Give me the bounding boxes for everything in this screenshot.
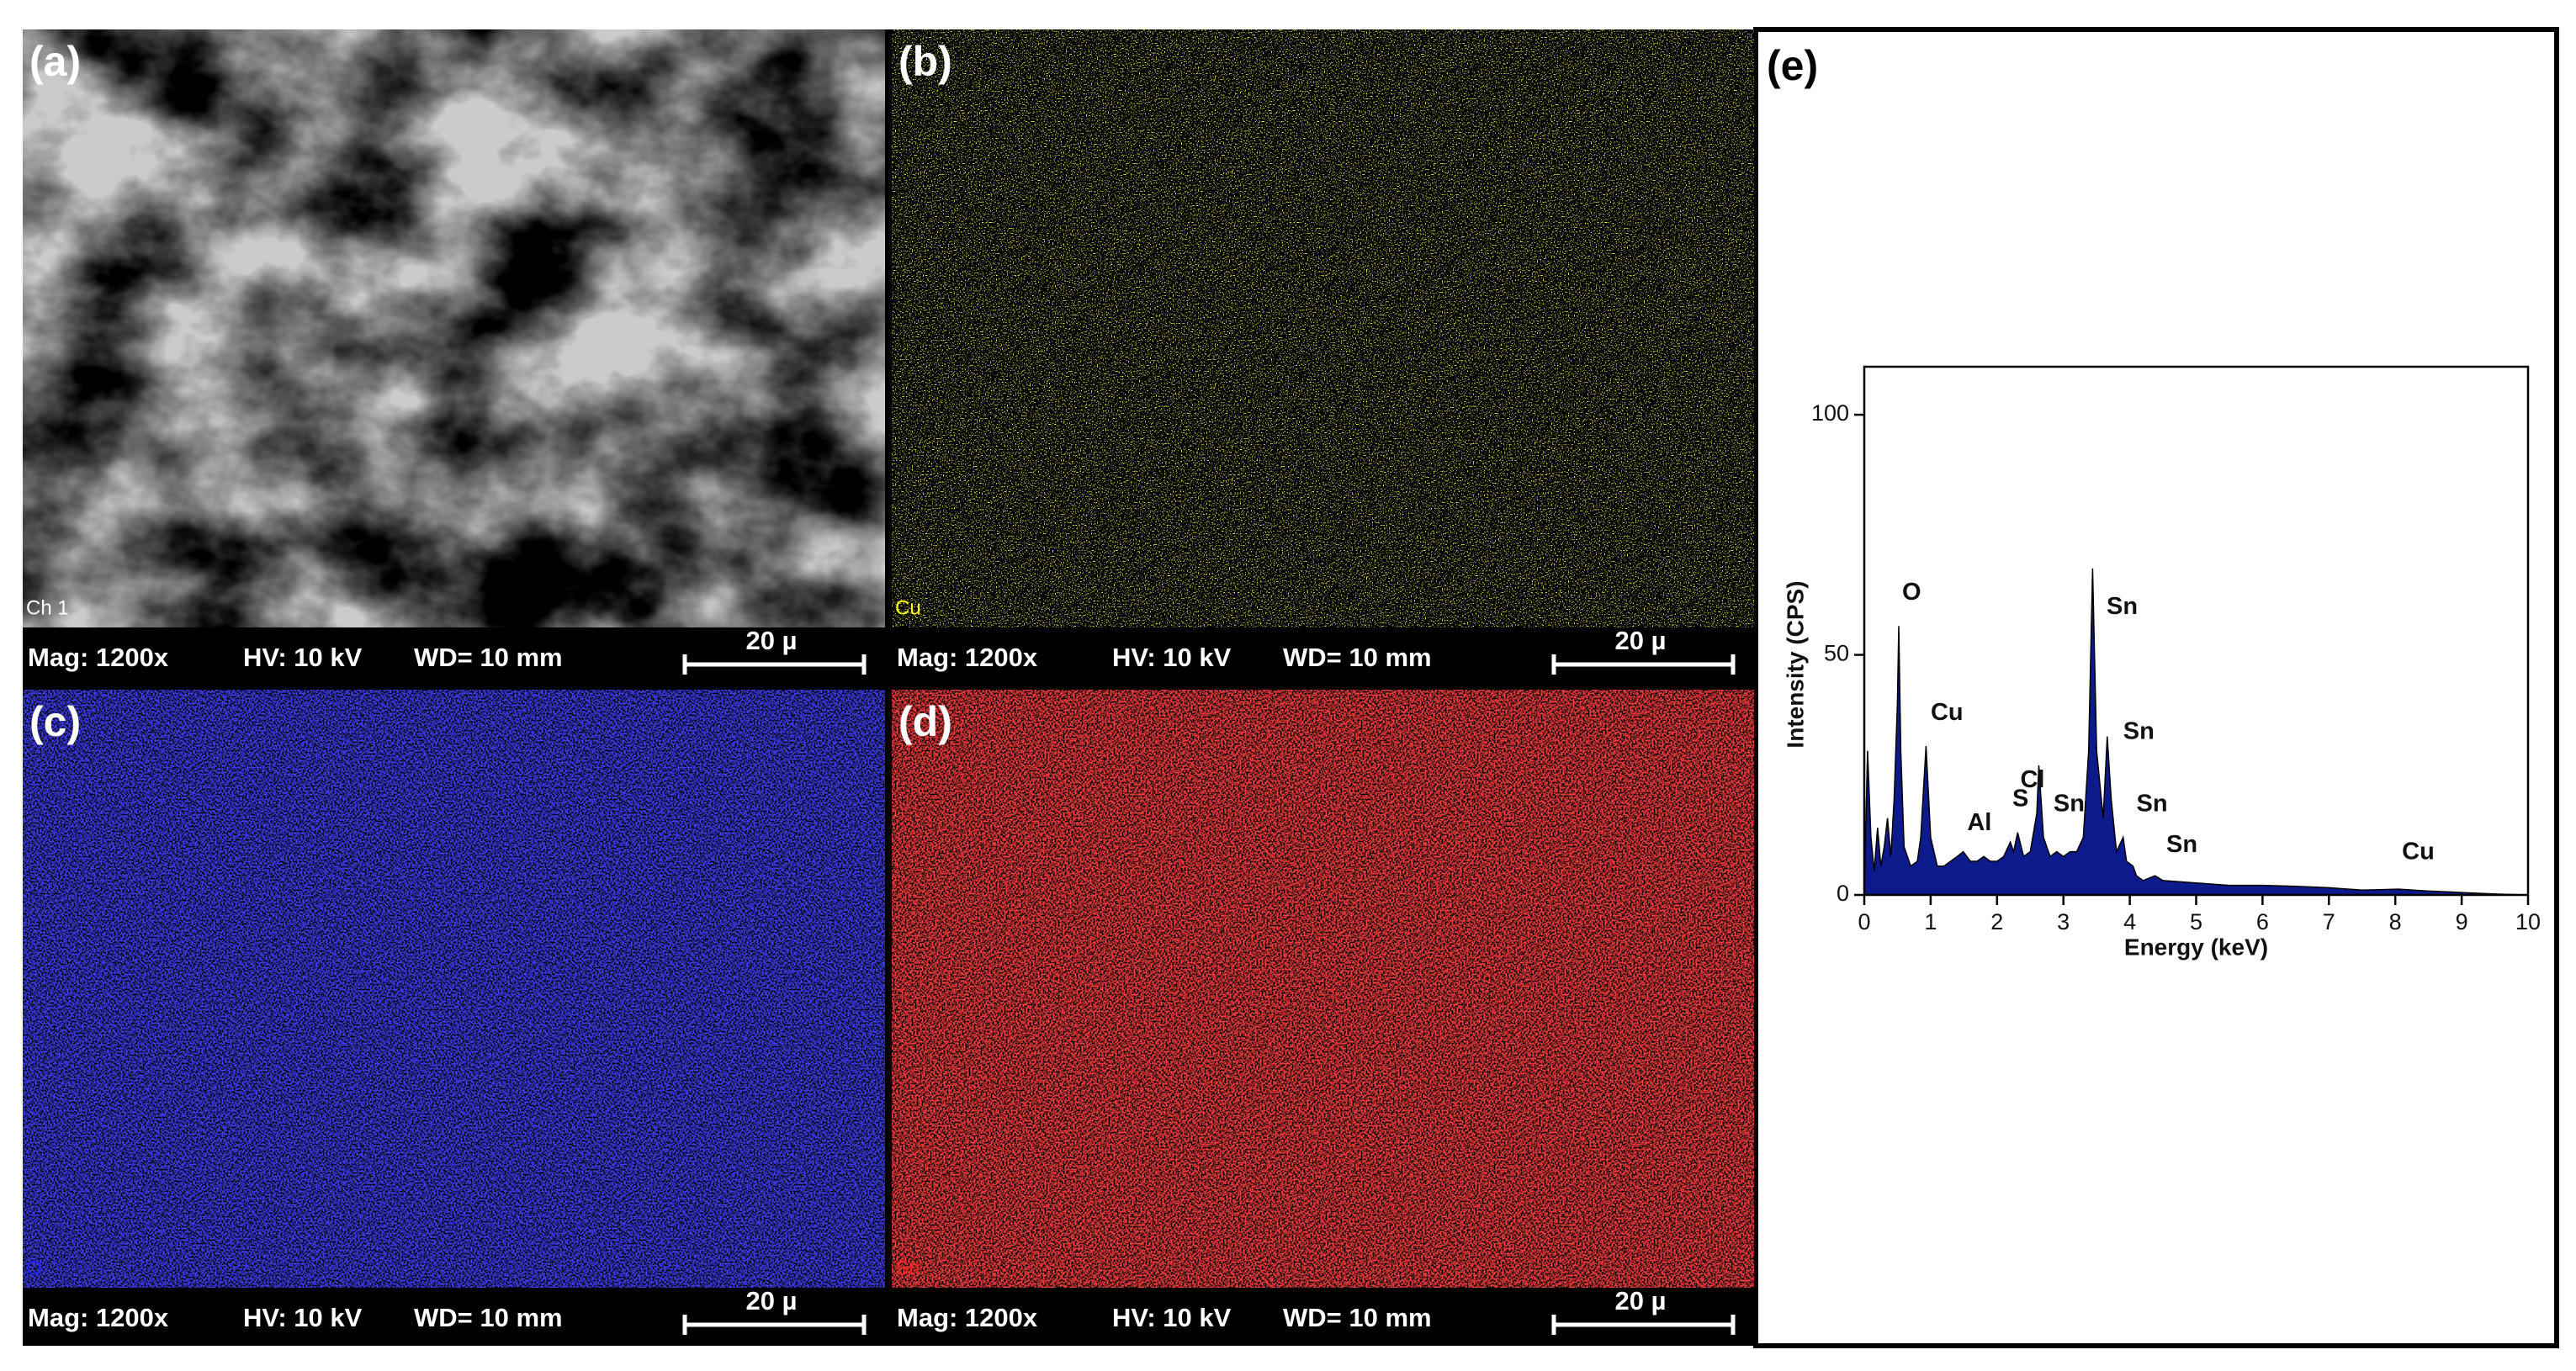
peak-label: O bbox=[1902, 579, 1921, 606]
working-distance: WD= 10 mm bbox=[1283, 643, 1432, 672]
peak-label: Cl bbox=[2020, 766, 2044, 793]
peak-label: Sn bbox=[2137, 790, 2168, 817]
x-tick-label: 5 bbox=[2190, 909, 2202, 934]
working-distance: WD= 10 mm bbox=[414, 1303, 563, 1332]
peak-label: Cu bbox=[1931, 699, 1964, 726]
scale-bar bbox=[1551, 654, 1736, 675]
voltage: HV: 10 kV bbox=[1112, 643, 1232, 672]
panel-label: (c) bbox=[29, 698, 81, 745]
x-tick-label: 3 bbox=[2057, 909, 2070, 934]
peak-label: Sn bbox=[2166, 831, 2197, 858]
channel-label: Cu bbox=[895, 596, 921, 619]
micrograph-texture bbox=[23, 29, 885, 627]
voltage: HV: 10 kV bbox=[1112, 1303, 1232, 1332]
y-tick-label: 100 bbox=[1811, 400, 1849, 426]
x-tick-label: 10 bbox=[2515, 909, 2541, 934]
micrograph-texture bbox=[892, 29, 1754, 627]
x-tick-label: 4 bbox=[2123, 909, 2136, 934]
peak-label: Sn bbox=[2107, 593, 2138, 620]
y-axis-label: Intensity (CPS) bbox=[1782, 580, 1808, 748]
y-tick-label: 0 bbox=[1837, 881, 1849, 906]
magnification: Mag: 1200x bbox=[897, 643, 1038, 672]
x-tick-label: 8 bbox=[2389, 909, 2402, 934]
magnification: Mag: 1200x bbox=[897, 1303, 1038, 1332]
panel-label: (a) bbox=[29, 38, 81, 85]
scale-label: 20 µ bbox=[1615, 1286, 1667, 1315]
panel-label: (d) bbox=[898, 698, 952, 745]
scale-bar bbox=[682, 1315, 867, 1335]
panel-label: (e) bbox=[1767, 42, 1818, 89]
voltage: HV: 10 kV bbox=[243, 1303, 363, 1332]
x-tick-label: 7 bbox=[2323, 909, 2335, 934]
magnification: Mag: 1200x bbox=[28, 1303, 169, 1332]
peak-label: Cu bbox=[2402, 838, 2435, 865]
peak-label: Sn bbox=[2054, 790, 2085, 817]
channel-label: Sn bbox=[895, 1257, 920, 1279]
scale-bar bbox=[682, 654, 867, 675]
peak-label: S bbox=[2012, 786, 2028, 813]
x-tick-label: 0 bbox=[1858, 909, 1870, 934]
working-distance: WD= 10 mm bbox=[1283, 1303, 1432, 1332]
panel-e-frame bbox=[1753, 27, 2559, 1348]
magnification: Mag: 1200x bbox=[28, 643, 169, 672]
x-tick-label: 6 bbox=[2256, 909, 2269, 934]
panel-label: (b) bbox=[898, 38, 952, 85]
scale-bar bbox=[1551, 1315, 1736, 1335]
spectrum bbox=[1863, 568, 2529, 896]
voltage: HV: 10 kV bbox=[243, 643, 363, 672]
peak-label: Al bbox=[1967, 809, 1991, 836]
micrograph-texture bbox=[892, 690, 1754, 1288]
x-tick-label: 2 bbox=[1990, 909, 2003, 934]
working-distance: WD= 10 mm bbox=[414, 643, 563, 672]
x-tick-label: 9 bbox=[2456, 909, 2468, 934]
scale-label: 20 µ bbox=[746, 626, 798, 655]
peak-label: Sn bbox=[2123, 718, 2155, 745]
micrograph-texture bbox=[23, 690, 885, 1288]
y-tick-label: 50 bbox=[1824, 641, 1849, 666]
channel-label: O bbox=[26, 1257, 42, 1279]
x-axis-label: Energy (keV) bbox=[2124, 934, 2268, 960]
channel-label: Ch 1 bbox=[26, 596, 69, 619]
scale-label: 20 µ bbox=[746, 1286, 798, 1315]
scale-label: 20 µ bbox=[1615, 626, 1667, 655]
x-tick-label: 1 bbox=[1924, 909, 1937, 934]
